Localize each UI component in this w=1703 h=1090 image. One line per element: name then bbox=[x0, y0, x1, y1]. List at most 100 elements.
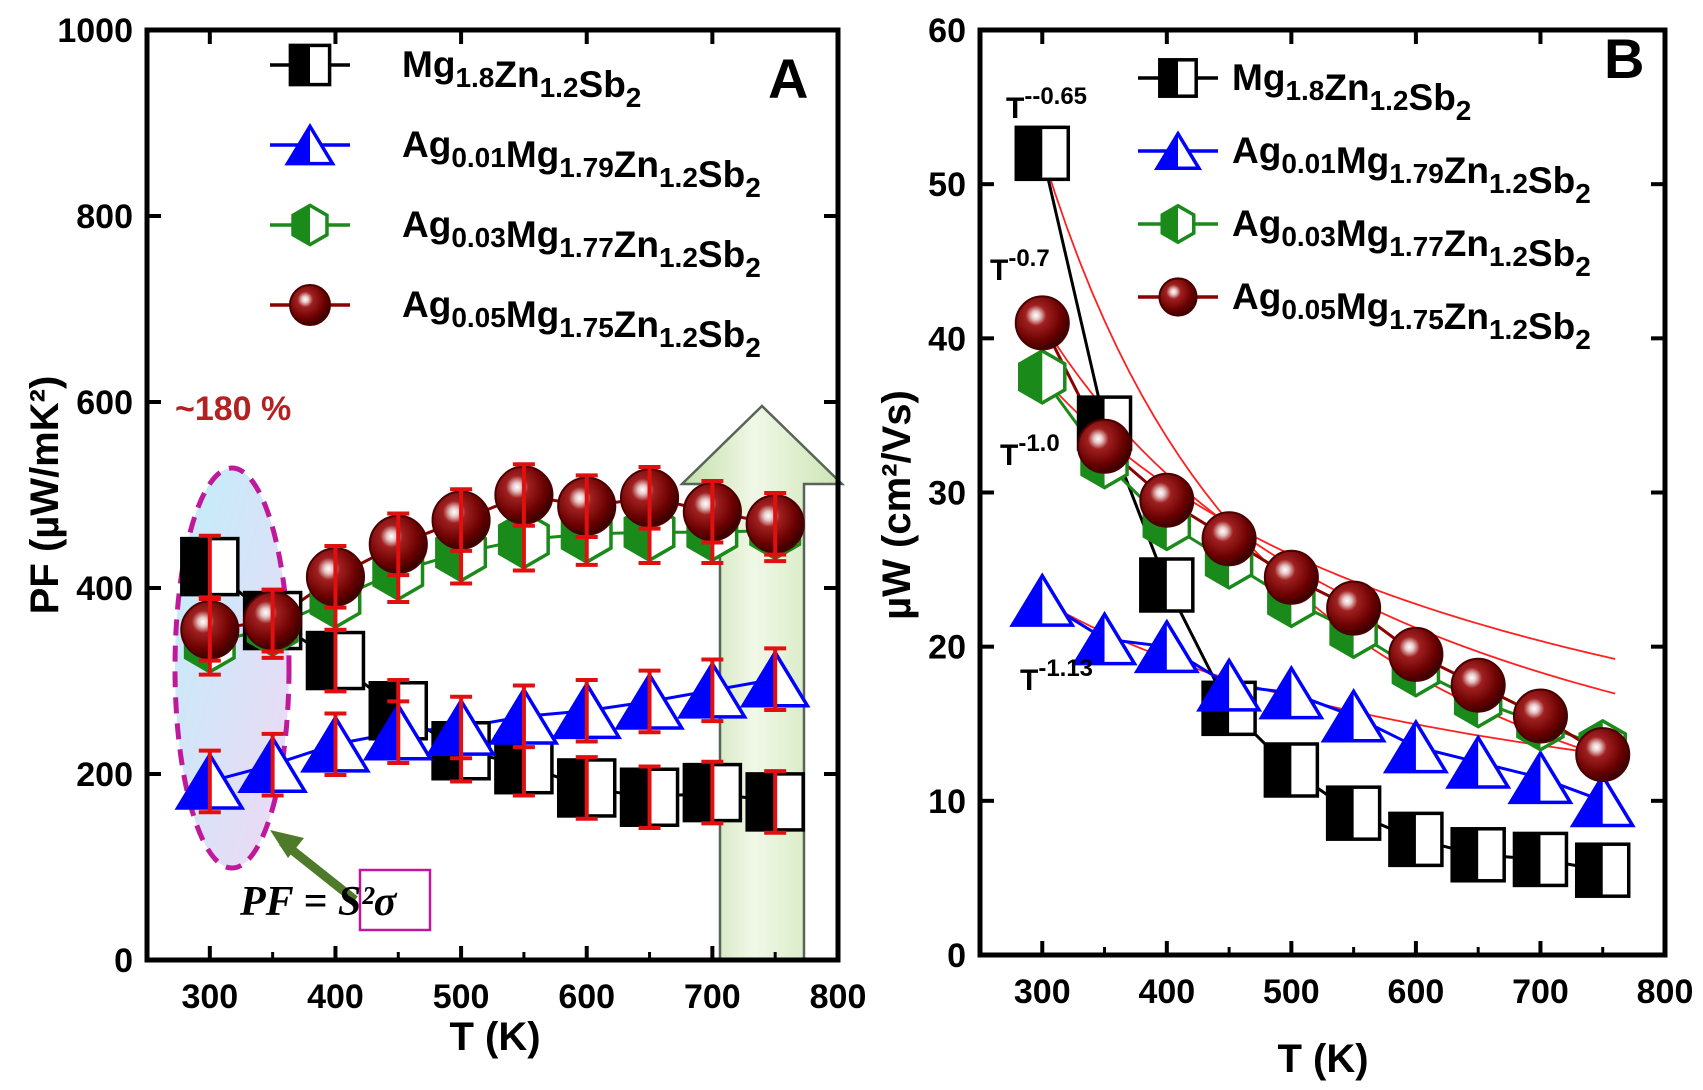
data-point-a-1-fill bbox=[742, 652, 776, 706]
x-tick-label-b: 400 bbox=[1138, 973, 1195, 1011]
fit-label-exponent: -1.0 bbox=[1018, 430, 1059, 457]
series-line-a-1 bbox=[209, 677, 776, 783]
data-point-b-0-fill bbox=[1140, 559, 1167, 611]
fit-label-base: T bbox=[1000, 439, 1018, 472]
legend-label-a-3-sub-3: 2 bbox=[745, 332, 761, 363]
legend-label-b-1-el-2: Zn bbox=[1444, 150, 1489, 191]
fit-label-1: T-0.7 bbox=[990, 245, 1050, 287]
error-bar-a-1 bbox=[638, 668, 661, 735]
legend-label-a-3-el-2: Zn bbox=[614, 304, 659, 345]
legend-label-b-3-sub-2: 1.2 bbox=[1489, 314, 1528, 345]
legend-marker-a-1 bbox=[284, 123, 336, 166]
legend-label-b-2-el-2: Zn bbox=[1444, 223, 1489, 264]
legend-label-a-1-el-0: Ag bbox=[402, 124, 451, 165]
y-tick-label-a: 200 bbox=[76, 756, 133, 794]
x-axis-title-a: T (K) bbox=[449, 1015, 540, 1059]
error-bar-a-3 bbox=[764, 491, 787, 557]
y-tick-label-a: 800 bbox=[76, 198, 133, 236]
legend-label-a-0-el-2: Sb bbox=[579, 64, 626, 105]
fit-label-0: T--0.65 bbox=[1006, 83, 1087, 125]
legend-label-b-1: Ag0.01Mg1.79Zn1.2Sb2 bbox=[1232, 130, 1591, 209]
data-point-b-3 bbox=[1450, 657, 1506, 713]
data-point-a-0-fill bbox=[621, 769, 650, 826]
data-point-b-3-sphere bbox=[1450, 657, 1506, 713]
legend-label-b-3-el-1: Mg bbox=[1336, 286, 1389, 327]
panel-b: 300 400 500 600 700 800 0 10 20 30 40 50 60 T (K) µW (… bbox=[875, 12, 1693, 1081]
x-tick-label-a: 600 bbox=[558, 978, 615, 1016]
data-point-b-3-sphere bbox=[1201, 511, 1257, 567]
data-point-a-1-fill bbox=[680, 663, 713, 717]
data-point-b-1-fill bbox=[1448, 737, 1479, 787]
error-bar-a-0 bbox=[575, 755, 598, 821]
x-tick-label-a: 400 bbox=[307, 978, 364, 1016]
y-tick-label-a: 600 bbox=[76, 384, 133, 422]
y-axis-title-a: PF (µW/mK²) bbox=[23, 376, 67, 615]
data-point-b-3-sphere bbox=[1388, 626, 1444, 682]
series-line-b-3 bbox=[1040, 322, 1604, 756]
legend-label-a-2: Ag0.03Mg1.77Zn1.2Sb2 bbox=[402, 204, 761, 283]
y-tick-label-b: 60 bbox=[928, 12, 966, 50]
data-point-b-3 bbox=[1326, 580, 1382, 636]
legend-label-a-2-el-1: Mg bbox=[506, 214, 559, 255]
y-tick-label-b: 40 bbox=[928, 320, 966, 358]
legend-label-a-1-el-2: Zn bbox=[614, 144, 659, 185]
pointer-arrow bbox=[279, 838, 358, 904]
legend-label-b-2-sub-1: 1.77 bbox=[1389, 231, 1444, 262]
error-bar-a-1 bbox=[764, 646, 787, 712]
y-tick-label-b: 10 bbox=[928, 783, 966, 821]
legend-label-b-3: Ag0.05Mg1.75Zn1.2Sb2 bbox=[1232, 276, 1591, 355]
legend-marker-a-3-sphere bbox=[289, 284, 331, 326]
data-point-b-1 bbox=[1507, 749, 1574, 805]
data-point-a-1-fill bbox=[491, 689, 524, 743]
legend-marker-b-2-fill bbox=[1162, 205, 1178, 243]
fit-label-base: T bbox=[1006, 92, 1024, 125]
x-tick-label-a: 500 bbox=[433, 978, 490, 1016]
legend-label-b-1-el-3: Sb bbox=[1528, 160, 1575, 201]
error-bar-a-3 bbox=[450, 487, 473, 553]
legend-label-a-3-el-3: Sb bbox=[698, 314, 745, 355]
legend-label-a-0-sub-1: 1.2 bbox=[540, 72, 579, 103]
series-line-b-1 bbox=[1041, 599, 1604, 803]
data-point-b-1 bbox=[1009, 572, 1076, 627]
fit-curve-2 bbox=[1041, 376, 1616, 660]
data-point-b-0-fill bbox=[1265, 744, 1292, 796]
data-point-a-1-fill bbox=[240, 738, 273, 792]
error-bar-a-1 bbox=[450, 694, 473, 761]
x-tick-label-b: 600 bbox=[1388, 973, 1445, 1011]
formula-boxed: S² bbox=[338, 879, 375, 925]
formula-box bbox=[358, 868, 432, 932]
legend-label-b-1-el-1: Mg bbox=[1336, 140, 1389, 181]
panel-a-axes: 300 400 500 600 700 800 0 200 400 600 800 1000 T (K)… bbox=[23, 12, 866, 1059]
data-point-b-0 bbox=[1388, 811, 1444, 868]
y-tick-label-a: 1000 bbox=[57, 12, 133, 50]
legend-label-b-3-sub-1: 1.75 bbox=[1389, 304, 1444, 335]
data-point-a-0-fill bbox=[495, 736, 524, 793]
data-point-b-3 bbox=[1263, 549, 1319, 605]
legend-label-b-1-sub-0: 0.01 bbox=[1281, 148, 1336, 179]
legend-label-b-2-sub-0: 0.03 bbox=[1281, 221, 1336, 252]
data-point-b-1-fill bbox=[1386, 722, 1416, 772]
legend-label-b-3-el-2: Zn bbox=[1444, 296, 1489, 337]
data-point-a-1-fill bbox=[366, 705, 399, 759]
legend-label-b-3-el-3: Sb bbox=[1528, 306, 1575, 347]
legend-label-a-0-sub-2: 2 bbox=[626, 82, 642, 113]
error-bar-a-1 bbox=[512, 683, 535, 750]
fit-label-exponent: --0.65 bbox=[1024, 83, 1087, 110]
x-tick-label-b: 700 bbox=[1512, 973, 1569, 1011]
data-point-b-1 bbox=[1382, 718, 1449, 774]
series-line-b-2 bbox=[1041, 375, 1604, 749]
pointer-arrow-head bbox=[270, 830, 304, 858]
legend-label-b-0-sub-0: 1.8 bbox=[1285, 75, 1324, 106]
data-point-a-1-fill bbox=[303, 717, 336, 771]
error-bar-a-1 bbox=[575, 677, 598, 744]
fit-exponent-labels: T--0.65T-0.7T-1.0T-1.13 bbox=[990, 83, 1093, 697]
legend-label-a-3-sub-2: 1.2 bbox=[659, 322, 698, 353]
legend-label-b-0-el-2: Sb bbox=[1409, 77, 1456, 118]
panel-b-legend: Mg1.8Zn1.2Sb2Ag0.01Mg1.79Zn1.2Sb2Ag0.03M… bbox=[1138, 57, 1591, 355]
panel-a: 300 400 500 600 700 800 0 200 400 600 800 1000 T (K)… bbox=[23, 12, 866, 1059]
data-point-b-1 bbox=[1133, 618, 1200, 674]
data-point-b-2-fill bbox=[1019, 350, 1043, 403]
fit-curve-3 bbox=[1041, 322, 1616, 695]
legend-label-a-2-sub-3: 2 bbox=[745, 252, 761, 283]
